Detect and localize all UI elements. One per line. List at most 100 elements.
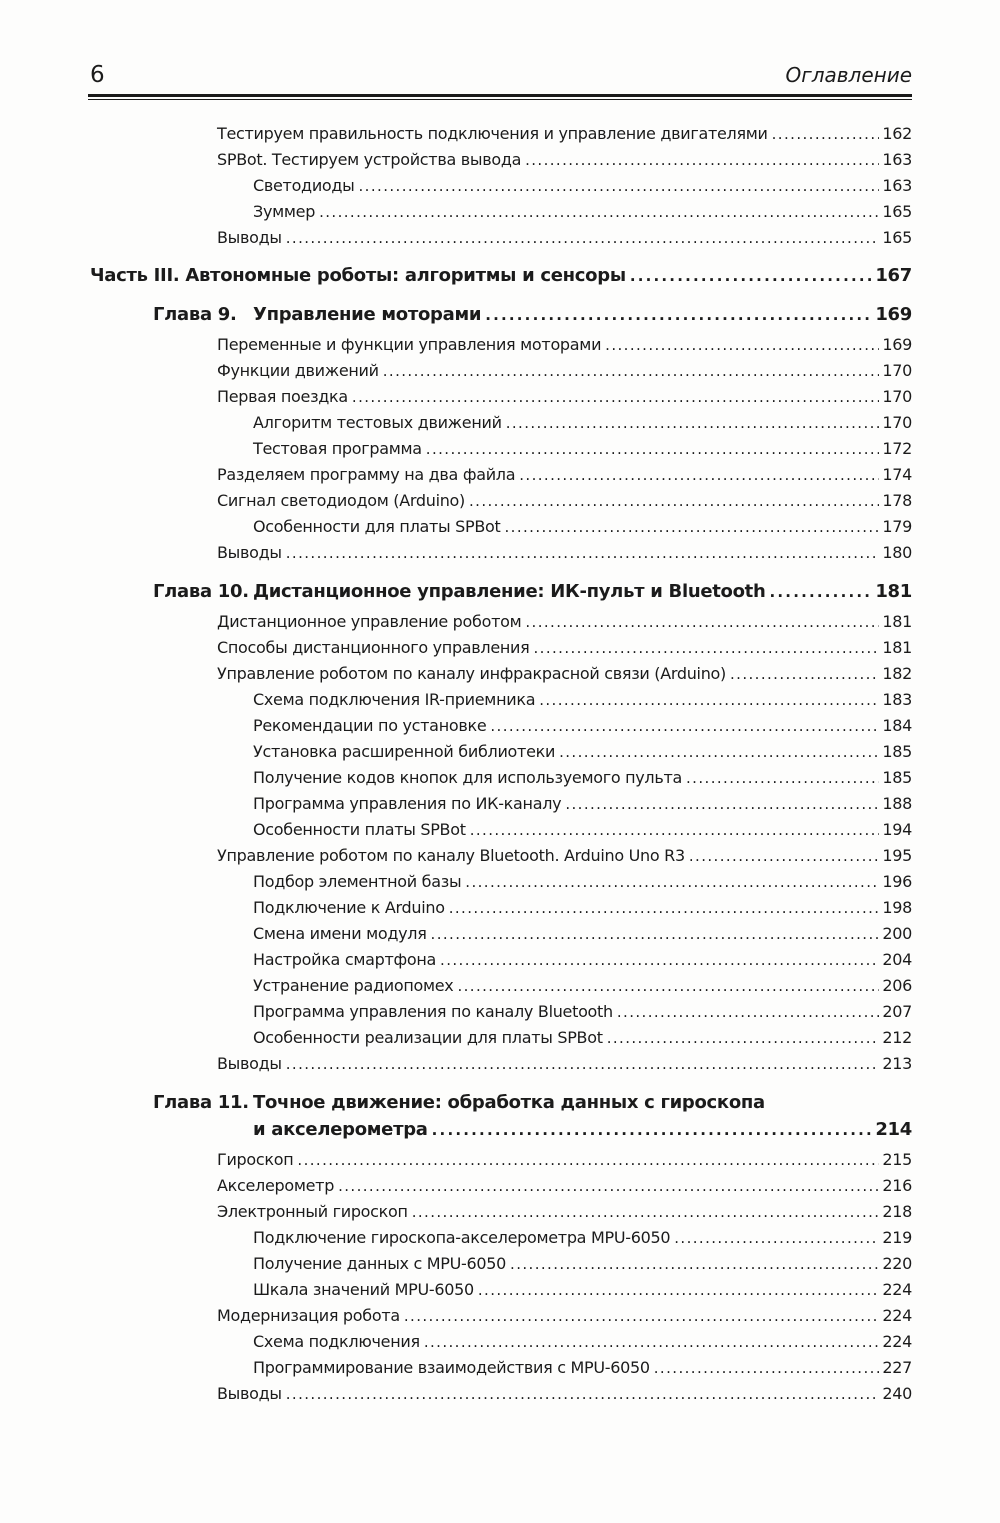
toc-entry: Программа управления по каналу Bluetooth… (253, 999, 912, 1025)
toc-page-ref: 212 (882, 1028, 912, 1047)
dot-leader (654, 1355, 880, 1381)
dot-leader (770, 579, 873, 605)
dot-leader (490, 713, 879, 739)
toc-page-ref: 215 (882, 1150, 912, 1169)
toc-entry: Выводы 180 (217, 540, 912, 566)
dot-leader (525, 147, 879, 173)
toc-page-ref: 165 (882, 228, 912, 247)
dot-leader (286, 225, 880, 251)
dot-leader (772, 121, 880, 147)
toc-entry-title: Получение данных с MPU-6050 (253, 1254, 507, 1273)
toc-entry-title: Управление моторами (253, 304, 482, 325)
dot-leader (457, 973, 879, 999)
dot-leader (297, 1147, 879, 1173)
dot-leader (617, 999, 879, 1025)
toc-entry-title: Выводы (217, 543, 282, 562)
toc-page-ref: 179 (882, 517, 912, 536)
toc-entry-title: Подбор элементной базы (253, 872, 462, 891)
toc-page-ref: 214 (875, 1119, 912, 1140)
header-rule-thick (88, 94, 912, 97)
toc-entry: Установка расширенной библиотеки 185 (253, 739, 912, 765)
toc-entry-title: Часть III. Автономные роботы: алгоритмы … (90, 265, 626, 286)
dot-leader (607, 1025, 880, 1051)
dot-leader (539, 687, 879, 713)
toc-entry-title: Электронный гироскоп (217, 1202, 408, 1221)
toc-page-ref: 178 (882, 491, 912, 510)
toc-entry: Управление роботом по каналу инфракрасно… (217, 661, 912, 687)
toc-page-ref: 169 (875, 304, 912, 325)
toc-page-ref: 218 (882, 1202, 912, 1221)
toc-page-ref: 169 (882, 335, 912, 354)
toc-page-ref: 213 (882, 1054, 912, 1073)
toc-entry: Управление роботом по каналу Bluetooth. … (217, 843, 912, 869)
toc-entry: Выводы 165 (217, 225, 912, 251)
toc-entry-title: Получение кодов кнопок для используемого… (253, 768, 683, 787)
dot-leader (449, 895, 880, 921)
toc-page-ref: 198 (882, 898, 912, 917)
toc-page-ref: 163 (882, 176, 912, 195)
dot-leader (359, 173, 880, 199)
toc-entry: Тестируем правильность подключения и упр… (217, 121, 912, 147)
toc-page-ref: 207 (882, 1002, 912, 1021)
toc-page-ref: 172 (882, 439, 912, 458)
toc-entry-title: Функции движений (217, 361, 379, 380)
toc-entry: SPBot. Тестируем устройства вывода 163 (217, 147, 912, 173)
toc-entry-title: и акселерометра (253, 1119, 428, 1140)
dot-leader (383, 358, 880, 384)
dot-leader (424, 1329, 880, 1355)
toc-page-ref: 196 (882, 872, 912, 891)
toc-entry: Гироскоп 215 (217, 1147, 912, 1173)
toc-chapter-label: Глава 9. (153, 304, 237, 325)
toc-entry: и акселерометра 214 (253, 1117, 912, 1143)
toc-entry-title: Алгоритм тестовых движений (253, 413, 502, 432)
toc-page-ref: 188 (882, 794, 912, 813)
toc-page-ref: 224 (882, 1306, 912, 1325)
toc-entry: Настройка смартфона 204 (253, 947, 912, 973)
dot-leader (525, 609, 879, 635)
toc-page-ref: 227 (882, 1358, 912, 1377)
dot-leader (465, 869, 879, 895)
toc-page-ref: 167 (875, 265, 912, 286)
dot-leader (630, 263, 873, 289)
header-rule-thin (88, 99, 912, 100)
toc-entry: Сигнал светодиодом (Arduino) 178 (217, 488, 912, 514)
toc-entry: Особенности реализации для платы SPBot 2… (253, 1025, 912, 1051)
toc-entry: Тестовая программа 172 (253, 436, 912, 462)
toc-entry-title: Устранение радиопомех (253, 976, 454, 995)
toc-entry: Получение данных с MPU-6050 220 (253, 1251, 912, 1277)
toc-entry: Светодиоды 163 (253, 173, 912, 199)
toc-entry: Особенности платы SPBot 194 (253, 817, 912, 843)
toc-entry: Глава 11. Точное движение: обработка дан… (153, 1090, 912, 1115)
toc-page-ref: 185 (882, 768, 912, 787)
dot-leader (605, 332, 879, 358)
toc-entry: Электронный гироскоп 218 (217, 1199, 912, 1225)
toc-entry-title: Акселерометр (217, 1176, 335, 1195)
toc-entry: Способы дистанционного управления 181 (217, 635, 912, 661)
toc-page-ref: 240 (882, 1384, 912, 1403)
toc-entry-title: Выводы (217, 228, 282, 247)
toc-entry-title: Светодиоды (253, 176, 355, 195)
toc-entry: Зуммер 165 (253, 199, 912, 225)
toc-chapter-label: Глава 11. (153, 1092, 249, 1113)
toc-page-ref: 195 (882, 846, 912, 865)
toc-entry-title: Схема подключения (253, 1332, 420, 1351)
toc-entry-title: Особенности реализации для платы SPBot (253, 1028, 603, 1047)
toc-entry-title: Схема подключения IR-приемника (253, 690, 536, 709)
page-number: 6 (90, 62, 105, 88)
toc-entry: Подбор элементной базы 196 (253, 869, 912, 895)
toc-entry: Подключение гироскопа-акселерометра MPU-… (253, 1225, 912, 1251)
toc-page: 6 Оглавление Тестируем правильность подк… (0, 64, 1000, 1523)
toc-page-ref: 170 (882, 387, 912, 406)
toc-entry: Схема подключения IR-приемника 183 (253, 687, 912, 713)
header-rule (88, 94, 912, 100)
dot-leader (440, 947, 879, 973)
toc-entry-title: Дистанционное управление роботом (217, 612, 522, 631)
running-header-title: Оглавление (785, 63, 912, 87)
toc-entry-title: Шкала значений MPU-6050 (253, 1280, 474, 1299)
toc-entry: Рекомендации по установке 184 (253, 713, 912, 739)
toc-page-ref: 163 (882, 150, 912, 169)
dot-leader (412, 1199, 880, 1225)
toc-entry: Глава 10. Дистанционное управление: ИК-п… (153, 579, 912, 605)
toc-entry: Глава 9. Управление моторами 169 (153, 302, 912, 328)
toc-entry-title: Подключение к Arduino (253, 898, 445, 917)
